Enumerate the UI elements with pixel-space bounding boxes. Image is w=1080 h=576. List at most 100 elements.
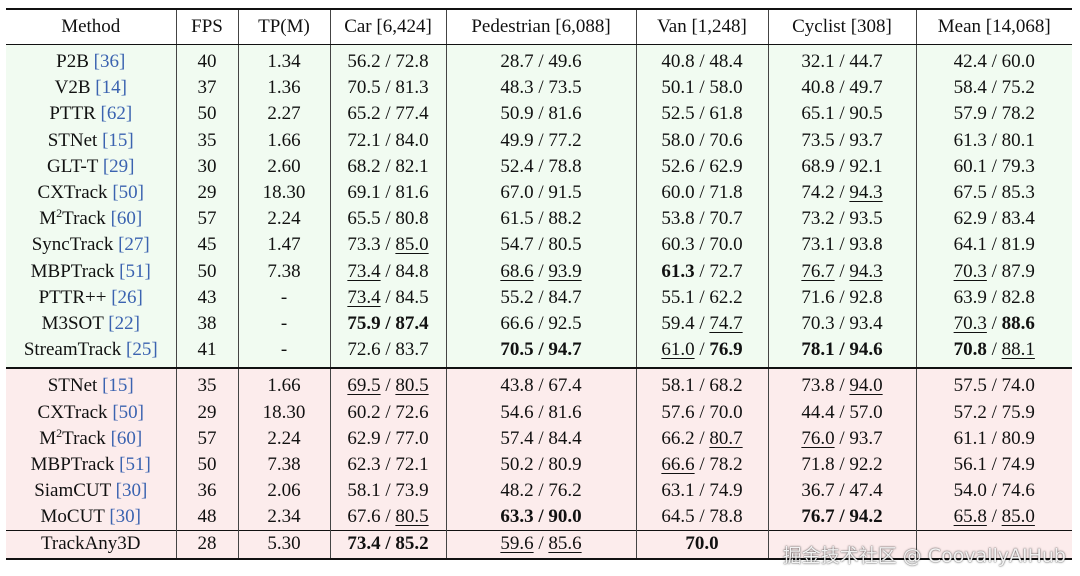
header-fps: FPS — [175, 8, 238, 45]
pedestrian-cell: 54.6 / 81.6 — [445, 399, 636, 426]
pedestrian-cell: 55.2 / 84.7 — [445, 284, 636, 311]
citation-link[interactable]: [14] — [95, 77, 127, 99]
pedestrian-cell: 67.0 / 91.5 — [445, 179, 636, 207]
citation-link[interactable]: [29] — [102, 155, 135, 177]
cell-value-segment: 72.6 / 83.7 — [347, 339, 429, 361]
cell-value-segment: 76.0 — [801, 427, 835, 449]
pedestrian-cell: 28.7 / 49.6 — [445, 44, 636, 76]
fps-cell: 57 — [175, 206, 238, 233]
van-cell: 58.1 / 68.2 — [635, 368, 768, 400]
cell-value-segment: 66.2 / — [661, 427, 710, 449]
citation-link[interactable]: [60] — [110, 427, 143, 449]
cell-value-segment: 28.7 / 49.6 — [500, 51, 582, 73]
fps-cell: 29 — [175, 399, 238, 426]
citation-link[interactable]: [30] — [109, 506, 141, 528]
cell-value-segment: 61.1 / 80.9 — [953, 427, 1035, 449]
cell-value-segment: 63.9 / 82.8 — [953, 286, 1035, 308]
method-name: PTTR — [49, 103, 96, 125]
cell-value-segment: 73.3 / — [347, 234, 396, 256]
cell-value-segment: 74.2 / — [801, 182, 850, 204]
citation-link[interactable]: [27] — [118, 234, 150, 256]
cell-value-segment: 52.5 / 61.8 — [661, 103, 743, 125]
method-name: STNet — [47, 129, 98, 151]
cell-value-segment: 57.9 / 78.2 — [953, 103, 1035, 125]
header-tp: TP(M) — [237, 8, 330, 45]
method-name-cell: CXTrack [50] — [6, 399, 176, 426]
method-name-cell: STNet [15] — [6, 368, 176, 400]
mean-cell: 57.9 / 78.2 — [915, 101, 1072, 128]
table-row: M2Track [60] 57 2.24 65.5 / 80.8 61.5 / 88.2… — [6, 206, 1072, 233]
cell-value-segment: 54.6 / 81.6 — [500, 401, 582, 423]
fps-cell: 38 — [175, 310, 238, 338]
cyclist-cell: 68.9 / 92.1 — [767, 153, 916, 180]
cell-value-segment: 49.9 / 77.2 — [500, 129, 582, 151]
method-name-cell: P2B [36] — [6, 44, 176, 76]
cell-value-segment: 76.7 — [801, 260, 835, 282]
cell-value-segment: 66.6 / 92.5 — [500, 312, 582, 334]
cell-value-segment: 80.7 — [709, 427, 743, 449]
method-name: M — [39, 208, 57, 230]
cyclist-cell: 76.7 / 94.3 — [767, 258, 916, 285]
cell-value-segment: 36.7 / 47.4 — [801, 480, 883, 502]
table-row: MBPTrack [51] 50 7.38 73.4 / 84.8 68.6 / 93.… — [6, 258, 1072, 285]
pedestrian-cell: 61.5 / 88.2 — [445, 206, 636, 233]
params-cell: 1.66 — [237, 368, 330, 400]
cell-value-segment: / 84.5 — [380, 286, 429, 308]
mean-cell: 70.3 / 88.6 — [915, 310, 1072, 338]
cell-value-segment: 65.2 / 77.4 — [347, 103, 429, 125]
cell-value-segment: 73.2 / 93.5 — [801, 208, 883, 230]
method-name: V2B — [54, 77, 91, 99]
header-van: Van [1,248] — [635, 8, 768, 45]
cell-value-segment: 65.8 — [953, 506, 987, 528]
citation-link[interactable]: [50] — [112, 182, 144, 204]
citation-link[interactable]: [51] — [119, 453, 151, 475]
cell-value-segment: 65.1 / 90.5 — [801, 103, 883, 125]
cell-value-segment: 52.6 / 62.9 — [661, 155, 743, 177]
van-cell: 50.1 / 58.0 — [635, 75, 768, 102]
results-table-wrapper: Method FPS TP(M) Car [6,424] Pedestrian … — [6, 8, 1072, 560]
cell-value-segment: 50.1 / 58.0 — [661, 77, 743, 99]
cell-value-segment: 57.2 / 75.9 — [953, 401, 1035, 423]
citation-link[interactable]: [25] — [126, 339, 158, 361]
fps-cell: 36 — [175, 478, 238, 505]
citation-link[interactable]: [60] — [110, 208, 143, 230]
citation-link[interactable]: [26] — [111, 286, 143, 308]
car-cell: 68.2 / 82.1 — [329, 153, 446, 180]
citation-link[interactable]: [62] — [100, 103, 133, 125]
cell-value-segment: 55.1 / 62.2 — [661, 286, 743, 308]
method-name: CXTrack — [37, 182, 108, 204]
cyclist-cell: 40.8 / 49.7 — [767, 75, 916, 102]
citation-link[interactable]: [15] — [102, 375, 134, 397]
cell-value-segment: / 87.9 — [986, 260, 1035, 282]
citation-link[interactable]: [50] — [112, 401, 144, 423]
citation-link[interactable]: [36] — [93, 51, 126, 73]
cell-value-segment: 72.1 / 84.0 — [347, 129, 429, 151]
table-row: CXTrack [50] 29 18.30 60.2 / 72.6 54.6 / 81.… — [6, 399, 1072, 426]
cell-value-segment: 73.8 / — [801, 375, 850, 397]
van-cell: 63.1 / 74.9 — [635, 478, 768, 505]
cell-value-segment: 75.9 / 87.4 — [347, 312, 429, 334]
citation-link[interactable]: [15] — [102, 129, 134, 151]
citation-link[interactable]: [51] — [119, 260, 151, 282]
cyclist-cell: 73.5 / 93.7 — [767, 127, 916, 154]
cell-value-segment: 61.3 / 80.1 — [953, 129, 1035, 151]
method-name-cell: V2B [14] — [6, 75, 176, 102]
method-name-cell: MoCUT [30] — [6, 504, 176, 531]
fps-cell: 50 — [175, 101, 238, 128]
fps-cell: 43 — [175, 284, 238, 311]
header-cyclist: Cyclist [308] — [767, 8, 916, 45]
fps-cell: 45 — [175, 232, 238, 259]
method-name-cell: STNet [15] — [6, 127, 176, 154]
cell-value-segment: 85.6 — [548, 533, 582, 555]
citation-link[interactable]: [22] — [108, 312, 140, 334]
cell-value-segment: 71.8 / 92.2 — [801, 453, 883, 475]
cell-value-segment: 73.4 / 85.2 — [347, 533, 429, 555]
car-cell: 69.1 / 81.6 — [329, 179, 446, 207]
cell-value-segment: 61.5 / 88.2 — [500, 208, 582, 230]
cell-value-segment: 94.3 — [849, 182, 883, 204]
fps-cell: 35 — [175, 368, 238, 400]
method-name: M3SOT — [41, 312, 104, 334]
car-cell: 65.5 / 80.8 — [329, 206, 446, 233]
citation-link[interactable]: [30] — [115, 480, 148, 502]
cell-value-segment: / — [834, 260, 850, 282]
